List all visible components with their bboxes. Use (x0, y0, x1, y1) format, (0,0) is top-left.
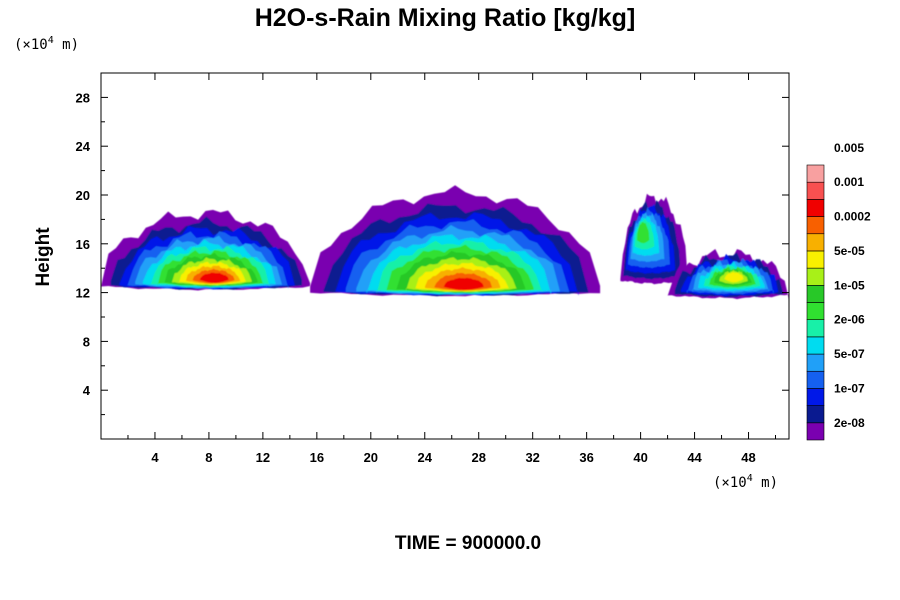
colorbar-swatch (806, 388, 825, 406)
y-axis-label: Height (33, 227, 54, 287)
contour-band (636, 221, 650, 244)
colorbar-label: 0.005 (834, 141, 864, 155)
x-tick-label: 36 (579, 450, 593, 465)
y-axis: 4 8 12 16 20 24 28 (76, 90, 789, 416)
colorbar-label: 5e-07 (834, 347, 865, 361)
cloud-west-cloud (101, 209, 311, 291)
x-tick-label: 8 (205, 450, 212, 465)
colorbar-swatch (806, 370, 825, 389)
y-tick-label: 4 (83, 383, 91, 398)
y-tick-label: 16 (76, 237, 90, 252)
colorbar-swatch (806, 422, 825, 441)
colorbar-label: 0.0002 (834, 210, 871, 224)
x-tick-label: 4 (151, 450, 159, 465)
x-unit-suffix: m) (753, 475, 778, 491)
colorbar-swatch (806, 336, 825, 355)
colorbar-swatch (806, 319, 825, 338)
colorbar-swatch (806, 216, 825, 235)
y-tick-label: 24 (76, 139, 91, 154)
x-tick-label: 24 (418, 450, 433, 465)
colorbar-swatch (806, 302, 825, 320)
contour-band (443, 277, 484, 290)
x-axis: 4 8 12 16 20 24 28 32 36 40 44 48 (127, 73, 777, 465)
contour-band (199, 272, 229, 283)
time-footer: TIME = 900000.0 (395, 533, 541, 554)
x-tick-label: 44 (687, 450, 702, 465)
colorbar-swatch (806, 285, 825, 303)
chart-title: H2O-s-Rain Mixing Ratio [kg/kg] (255, 4, 636, 32)
y-tick-label: 28 (76, 90, 90, 105)
colorbar-label: 2e-06 (834, 313, 865, 327)
contour-band (724, 272, 744, 283)
colorbar-swatch (806, 164, 825, 183)
y-tick-label: 12 (76, 286, 90, 301)
colorbar-swatch (806, 267, 825, 286)
x-unit-exp: 4 (747, 473, 753, 484)
y-unit-label: (×104 m) (14, 35, 79, 53)
x-tick-label: 16 (310, 450, 324, 465)
colorbar: 2e-08 1e-07 5e-07 2e-06 1e-05 5e-05 0.0002 0.00… (806, 141, 871, 441)
x-tick-label: 20 (364, 450, 378, 465)
plot-frame (100, 72, 790, 440)
cloud-east-tower (620, 193, 688, 285)
colorbar-label: 2e-08 (834, 416, 865, 430)
colorbar-label: 1e-05 (834, 278, 865, 292)
y-unit-prefix: (×10 (14, 37, 48, 53)
x-tick-label: 28 (471, 450, 485, 465)
colorbar-label: 0.001 (834, 175, 864, 189)
x-tick-label: 48 (741, 450, 755, 465)
y-unit-exp: 4 (48, 35, 54, 46)
colorbar-swatch (806, 405, 825, 424)
x-unit-label: (×104 m) (713, 473, 778, 491)
colorbar-swatch (806, 250, 825, 269)
x-tick-label: 40 (633, 450, 647, 465)
y-unit-suffix: m) (54, 37, 79, 53)
x-unit-prefix: (×10 (713, 475, 747, 491)
x-tick-label: 12 (256, 450, 270, 465)
colorbar-swatch (806, 199, 825, 217)
colorbar-swatch (806, 233, 825, 252)
cloud-central-cloud (310, 185, 601, 297)
colorbar-swatch (806, 353, 825, 372)
y-tick-label: 8 (83, 334, 90, 349)
y-tick-label: 20 (76, 188, 90, 203)
mixing-ratio-field (101, 185, 789, 300)
colorbar-label: 5e-05 (834, 244, 865, 258)
cloud-east-layer (667, 249, 789, 300)
colorbar-swatch (806, 181, 825, 200)
x-tick-label: 32 (525, 450, 539, 465)
colorbar-label: 1e-07 (834, 381, 865, 395)
